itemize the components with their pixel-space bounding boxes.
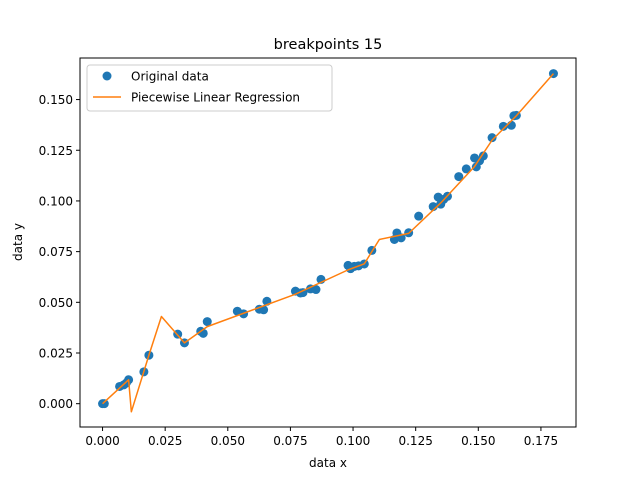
chart-title: breakpoints 15 bbox=[274, 37, 383, 53]
y-tick-label: 0.100 bbox=[39, 194, 73, 208]
legend-label-piecewise-linear-regression: Piecewise Linear Regression bbox=[131, 91, 300, 105]
y-tick-label: 0.000 bbox=[39, 397, 73, 411]
x-tick-label: 0.100 bbox=[336, 434, 370, 448]
data-point bbox=[99, 399, 109, 409]
x-tick-label: 0.175 bbox=[524, 434, 558, 448]
legend-box bbox=[86, 64, 333, 112]
x-axis: 0.000 0.025 0.050 0.075 0.100 0.125 0.150 0.175 bbox=[85, 427, 558, 448]
data-point bbox=[414, 211, 424, 221]
y-axis-label: data y bbox=[11, 223, 25, 261]
x-axis-label: data x bbox=[309, 456, 347, 470]
data-point bbox=[461, 164, 471, 174]
legend-marker-original-data bbox=[102, 71, 112, 81]
data-point bbox=[506, 120, 516, 130]
data-point bbox=[487, 133, 497, 143]
x-tick-label: 0.050 bbox=[211, 434, 245, 448]
legend: Original data Piecewise Linear Regressio… bbox=[86, 64, 333, 112]
x-tick-label: 0.075 bbox=[273, 434, 307, 448]
data-point bbox=[311, 285, 321, 295]
x-tick-label: 0.000 bbox=[85, 434, 119, 448]
y-tick-label: 0.050 bbox=[39, 296, 73, 310]
legend-label-original-data: Original data bbox=[131, 70, 209, 84]
x-tick-label: 0.125 bbox=[398, 434, 432, 448]
y-axis: 0.000 0.025 0.050 0.075 0.100 0.125 0.150 bbox=[39, 93, 80, 411]
axes-frame bbox=[79, 57, 577, 428]
regression-line bbox=[102, 73, 555, 413]
data-point bbox=[498, 121, 508, 131]
data-point bbox=[259, 305, 269, 315]
x-tick-label: 0.025 bbox=[148, 434, 182, 448]
plot-area bbox=[98, 69, 558, 413]
data-point bbox=[202, 317, 212, 327]
data-point bbox=[478, 151, 488, 161]
y-tick-label: 0.125 bbox=[39, 144, 73, 158]
y-tick-label: 0.150 bbox=[39, 93, 73, 107]
y-tick-label: 0.075 bbox=[39, 245, 73, 259]
data-point bbox=[454, 172, 464, 182]
x-tick-label: 0.150 bbox=[461, 434, 495, 448]
y-tick-label: 0.025 bbox=[39, 346, 73, 360]
